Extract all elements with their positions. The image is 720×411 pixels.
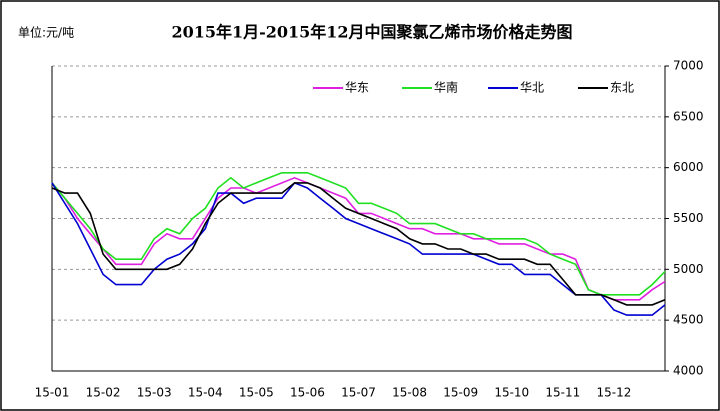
x-tick-label: 15-09 [443, 386, 478, 400]
x-tick-label: 15-12 [596, 386, 631, 400]
y-tick-label: 7000 [673, 59, 704, 73]
y-tick-label: 4500 [673, 313, 704, 327]
y-tick-label: 5000 [673, 262, 704, 276]
x-tick-label: 15-11 [545, 386, 580, 400]
x-tick-label: 15-02 [86, 386, 121, 400]
y-tick-label: 6000 [673, 160, 704, 174]
legend-label: 华南 [434, 80, 458, 95]
legend-label: 华东 [345, 81, 369, 95]
y-tick-label: 5500 [673, 211, 704, 225]
x-tick-label: 15-10 [494, 386, 529, 400]
x-tick-label: 15-01 [35, 386, 70, 400]
unit-label: 单位:元/吨 [18, 25, 74, 40]
y-tick-label: 4000 [673, 364, 704, 378]
line [51, 182, 666, 306]
x-tick-label: 15-07 [341, 386, 376, 400]
x-tick-label: 15-05 [239, 386, 274, 400]
line [51, 172, 666, 296]
x-tick-label: 15-08 [392, 386, 427, 400]
x-tick-label: 15-06 [290, 386, 325, 400]
legend-label: 华北 [520, 81, 544, 95]
legend-label: 东北 [610, 81, 634, 95]
x-tick-label: 15-03 [137, 386, 172, 400]
y-tick-label: 6500 [673, 109, 704, 123]
x-tick-label: 15-04 [188, 386, 223, 400]
chart-title: 2015年1月-2015年12月中国聚氯乙烯市场价格走势图 [171, 23, 572, 42]
